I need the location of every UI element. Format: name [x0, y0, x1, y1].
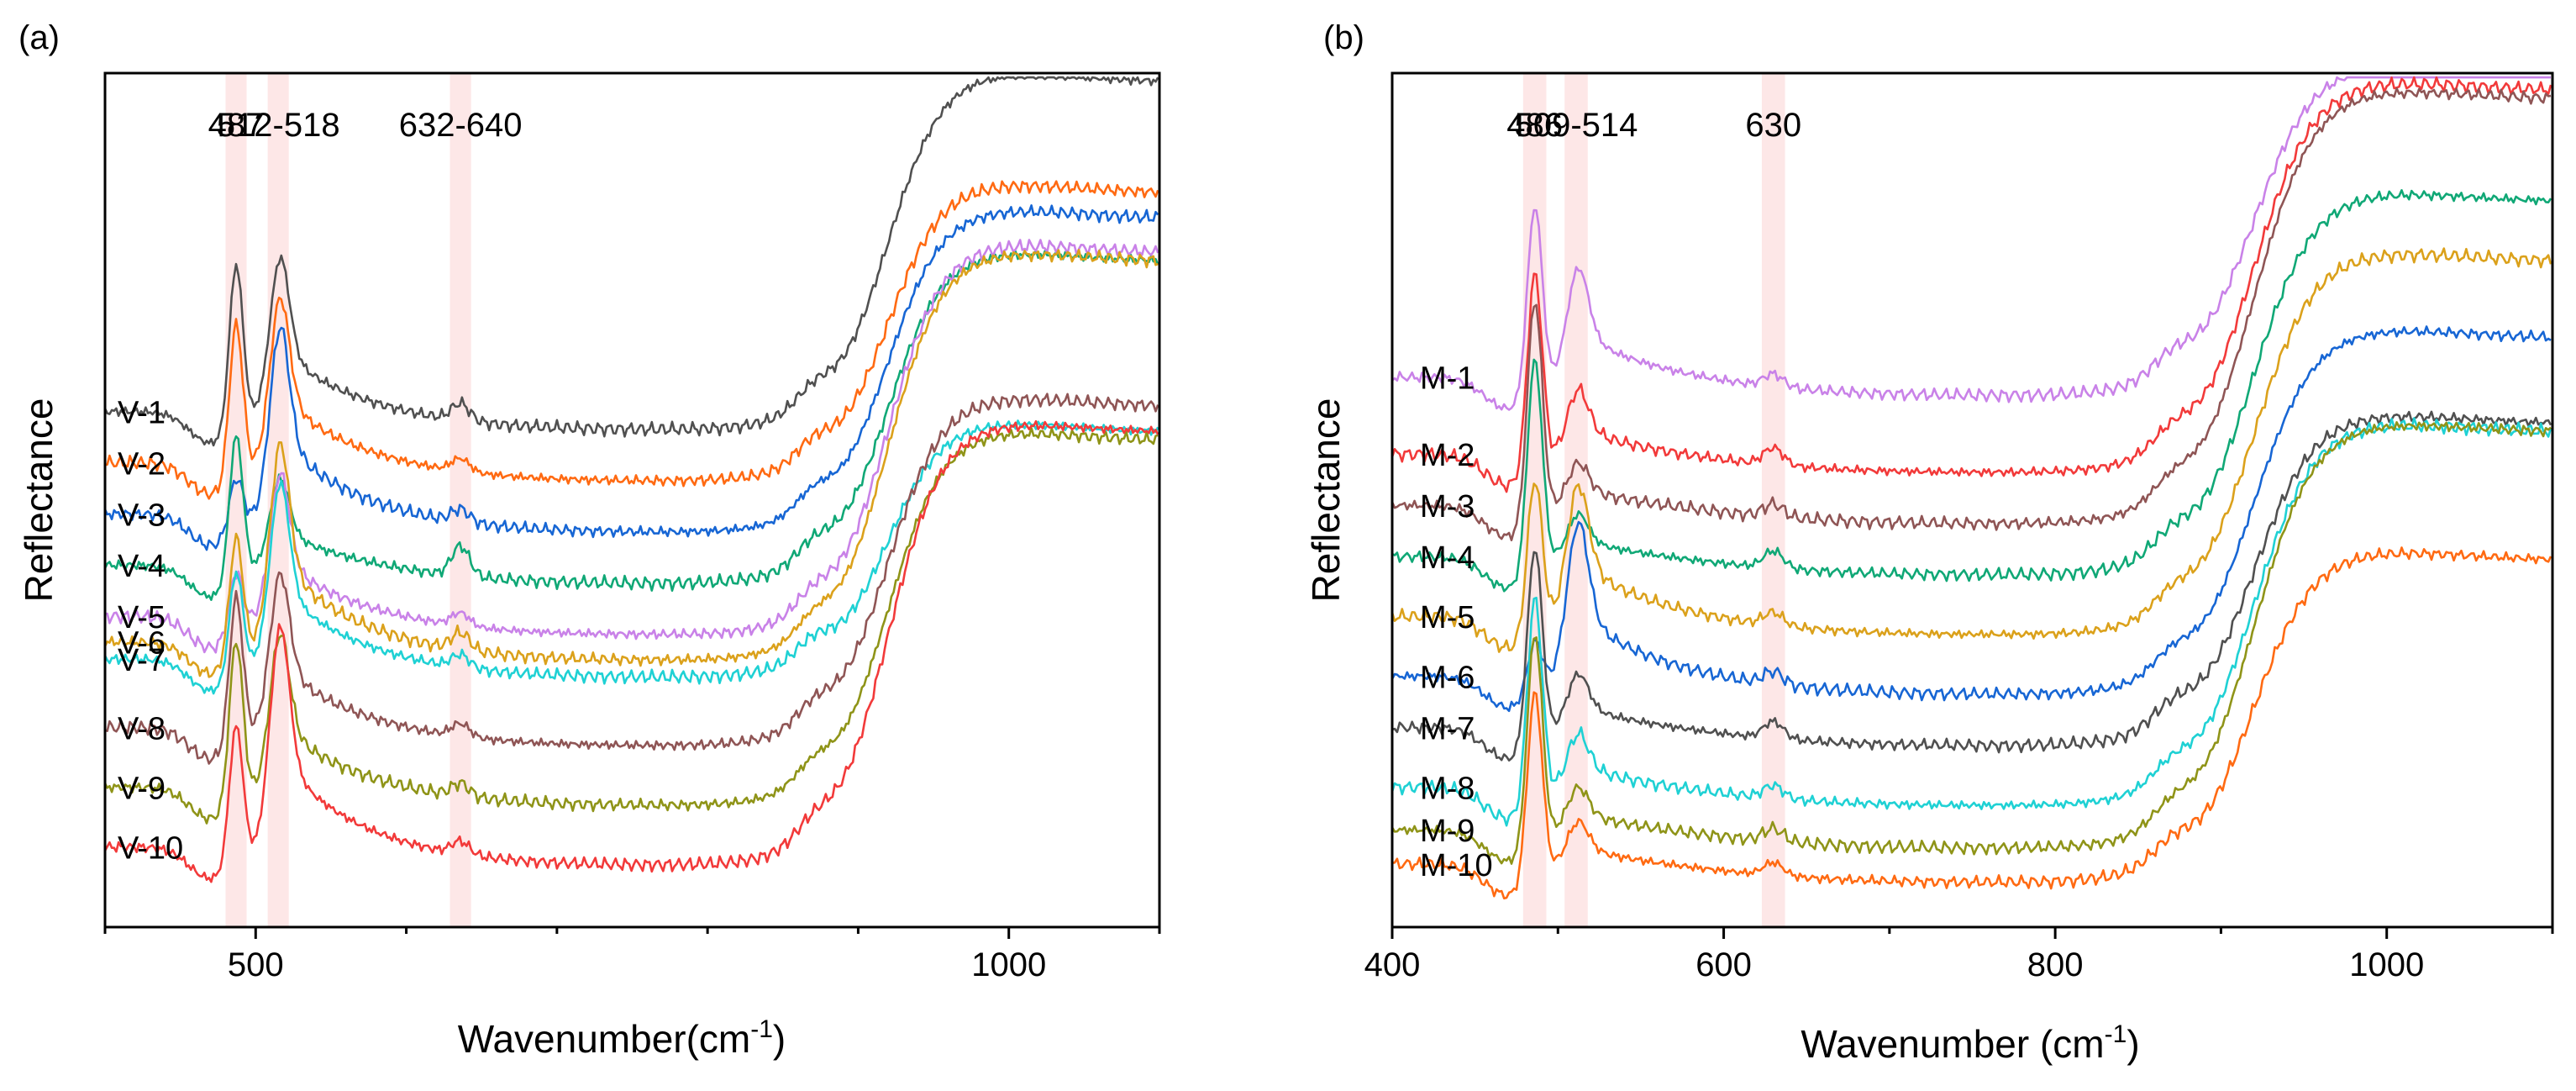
series-M-4	[1391, 189, 2552, 593]
series-V-9	[103, 427, 1159, 825]
band-label-512-518: 512-518	[217, 107, 340, 144]
series-V-1	[103, 76, 1159, 447]
series-M-6	[1391, 325, 2552, 713]
series-M-7	[1391, 410, 2552, 762]
series-V-8	[104, 393, 1159, 765]
series-label-M-4: M-4	[1420, 540, 1475, 576]
band-label-486: 486	[1506, 107, 1563, 144]
panel-a-series: V-1V-2V-3V-4V-5V-6V-7V-8V-9V-10	[103, 76, 1159, 883]
series-label-V-8: V-8	[118, 711, 166, 746]
band-632-640	[449, 73, 471, 927]
series-label-V-9: V-9	[118, 771, 166, 806]
series-label-V-7: V-7	[118, 643, 166, 678]
series-label-V-3: V-3	[118, 498, 166, 533]
band-label-487: 487	[208, 107, 265, 144]
series-V-6	[103, 249, 1159, 678]
panel-b-ylabel: Reflectance	[1304, 398, 1348, 603]
series-label-M-7: M-7	[1420, 711, 1475, 746]
series-label-V-2: V-2	[118, 446, 166, 482]
panel-b-frame	[1391, 71, 2554, 929]
series-M-2	[1391, 76, 2552, 493]
panel-b-label: (b)	[1323, 19, 1364, 56]
series-M-9	[1391, 421, 2552, 865]
panel-b-ticks: 400 600 800 1000	[1364, 927, 2554, 983]
panel-b-xlabel: Wavenumber (cm-1)	[1801, 1020, 2139, 1066]
series-label-M-1: M-1	[1420, 361, 1475, 397]
xtick-label-1000: 1000	[2349, 946, 2424, 983]
series-label-M-8: M-8	[1420, 771, 1475, 806]
series-label-M-2: M-2	[1420, 438, 1475, 473]
panel-a-xlabel: Wavenumber(cm-1)	[458, 1015, 786, 1061]
series-M-5	[1391, 247, 2552, 653]
band-label-509-514: 509-514	[1515, 107, 1638, 144]
panel-a-label: (a)	[18, 19, 60, 56]
band-label-630: 630	[1745, 107, 1801, 144]
panel-a-ticks: 500 1000	[103, 927, 1161, 983]
series-M-10	[1391, 546, 2552, 900]
xtick-label-500: 500	[228, 946, 284, 983]
panel-a-ylabel: Reflectance	[17, 398, 60, 603]
xtick-label-600: 600	[1695, 946, 1752, 983]
series-V-10	[103, 419, 1159, 883]
series-label-M-6: M-6	[1420, 660, 1475, 695]
series-M-8	[1391, 417, 2552, 827]
xtick-label-1000: 1000	[971, 946, 1046, 983]
series-label-V-1: V-1	[118, 395, 166, 430]
xtick-label-400: 400	[1364, 946, 1421, 983]
series-label-V-4: V-4	[118, 549, 166, 584]
panel-b-series: M-1 M-2 M-3 M-4 M-5 M-6 M-7 M-8 M-9M-10	[1391, 76, 2552, 900]
series-M-3	[1391, 87, 2552, 541]
series-label-M-5: M-5	[1420, 600, 1475, 635]
series-label-M-3: M-3	[1420, 489, 1475, 524]
series-label-V-10: V-10	[118, 830, 183, 866]
band-label-632-640: 632-640	[399, 107, 523, 144]
panel-a-frame	[103, 71, 1161, 929]
series-label-V-5: V-5	[118, 600, 166, 635]
series-label-M-10: M-10	[1420, 848, 1493, 883]
series-V-2	[104, 180, 1159, 500]
series-V-3	[103, 204, 1159, 551]
series-label-M-9: M-9	[1420, 814, 1475, 849]
series-M-1	[1391, 76, 2551, 411]
xtick-label-800: 800	[2027, 946, 2084, 983]
